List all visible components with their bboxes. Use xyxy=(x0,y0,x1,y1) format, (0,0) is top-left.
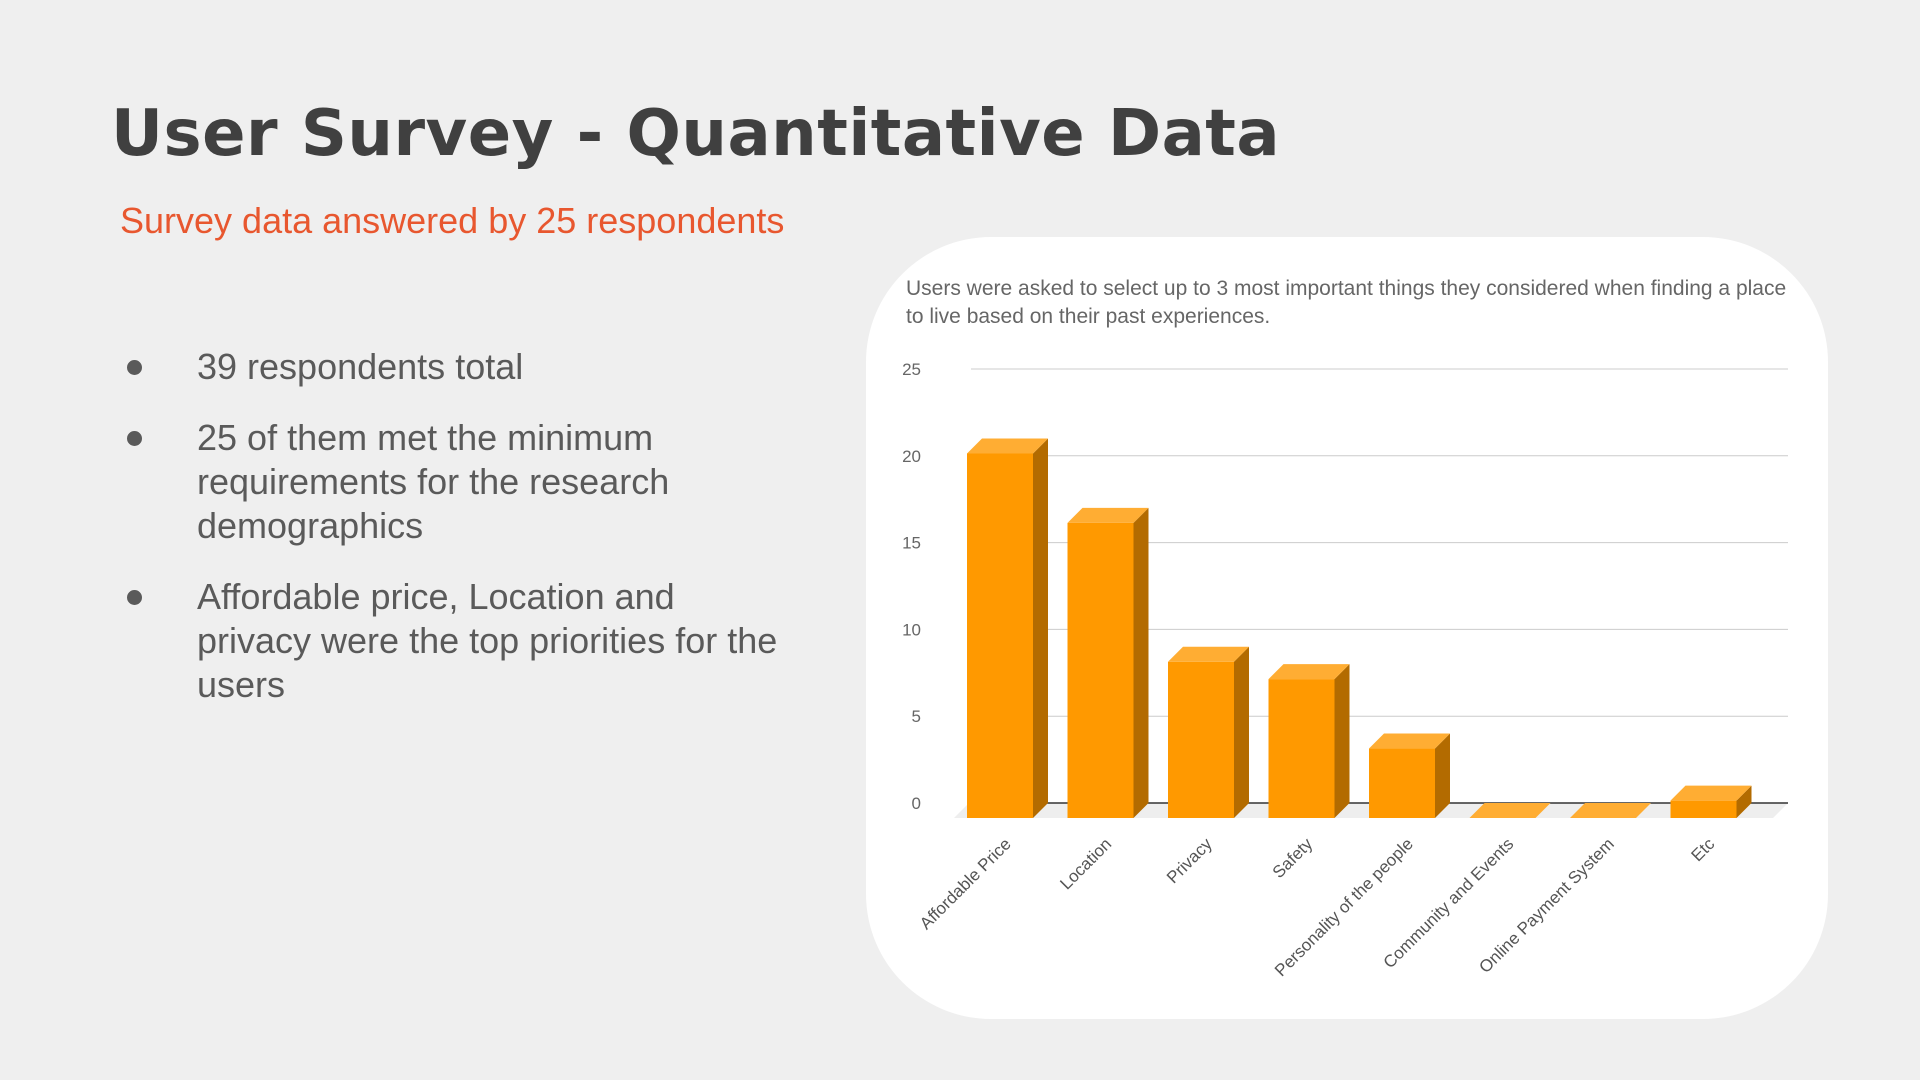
bar xyxy=(1268,679,1335,818)
chart-card: Users were asked to select up to 3 most … xyxy=(866,237,1828,1019)
bullet-item: 25 of them met the minimum requirements … xyxy=(120,416,780,548)
bar-top xyxy=(1067,507,1149,523)
bullet-text: 39 respondents total xyxy=(197,346,524,387)
bullet-text: Affordable price, Location and privacy w… xyxy=(197,576,778,705)
x-tick-label: Etc xyxy=(1688,834,1719,865)
bullet-dot-icon xyxy=(127,360,142,375)
y-tick-label: 5 xyxy=(912,707,921,726)
bullet-dot-icon xyxy=(127,590,142,605)
slide-title: User Survey - Quantitative Data xyxy=(111,97,1281,171)
bar-side xyxy=(1033,438,1048,818)
bar-top xyxy=(1670,785,1752,801)
bar-top xyxy=(1369,733,1450,749)
y-tick-label: 10 xyxy=(902,620,921,639)
bullet-list: 39 respondents total 25 of them met the … xyxy=(120,345,780,734)
bar xyxy=(1670,800,1737,818)
bar-top xyxy=(1268,664,1350,680)
y-tick-label: 15 xyxy=(902,534,921,553)
bar xyxy=(1168,661,1234,818)
bar-top xyxy=(1570,803,1651,818)
bar xyxy=(1369,748,1435,818)
bullet-text: 25 of them met the minimum requirements … xyxy=(197,417,670,546)
bar-top xyxy=(1469,803,1551,818)
slide-subtitle: Survey data answered by 25 respondents xyxy=(120,200,785,241)
bar-chart: 0 5 10 15 20 25 Affordable Price Location Privac… xyxy=(902,360,1788,980)
bar-side xyxy=(1435,733,1450,818)
y-tick-label: 0 xyxy=(912,794,921,813)
bar-side xyxy=(1133,507,1149,818)
x-tick-label: Affordable Price xyxy=(916,834,1015,933)
bar xyxy=(1067,522,1134,818)
y-tick-label: 25 xyxy=(902,360,921,379)
bar-side xyxy=(1736,785,1752,818)
chart-title: Users were asked to select up to 3 most … xyxy=(906,277,1787,328)
x-tick-label: Safety xyxy=(1269,834,1317,882)
bullet-item: Affordable price, Location and privacy w… xyxy=(120,575,780,707)
bar-side xyxy=(1334,664,1350,818)
bar xyxy=(967,453,1033,818)
bullet-item: 39 respondents total xyxy=(120,345,780,389)
bar-top xyxy=(1168,646,1249,662)
bullet-dot-icon xyxy=(127,431,142,446)
x-tick-label: Privacy xyxy=(1163,834,1216,887)
x-tick-label: Location xyxy=(1056,834,1115,893)
bar-top xyxy=(967,438,1048,454)
bar-side xyxy=(1234,646,1249,818)
y-tick-label: 20 xyxy=(902,447,921,466)
